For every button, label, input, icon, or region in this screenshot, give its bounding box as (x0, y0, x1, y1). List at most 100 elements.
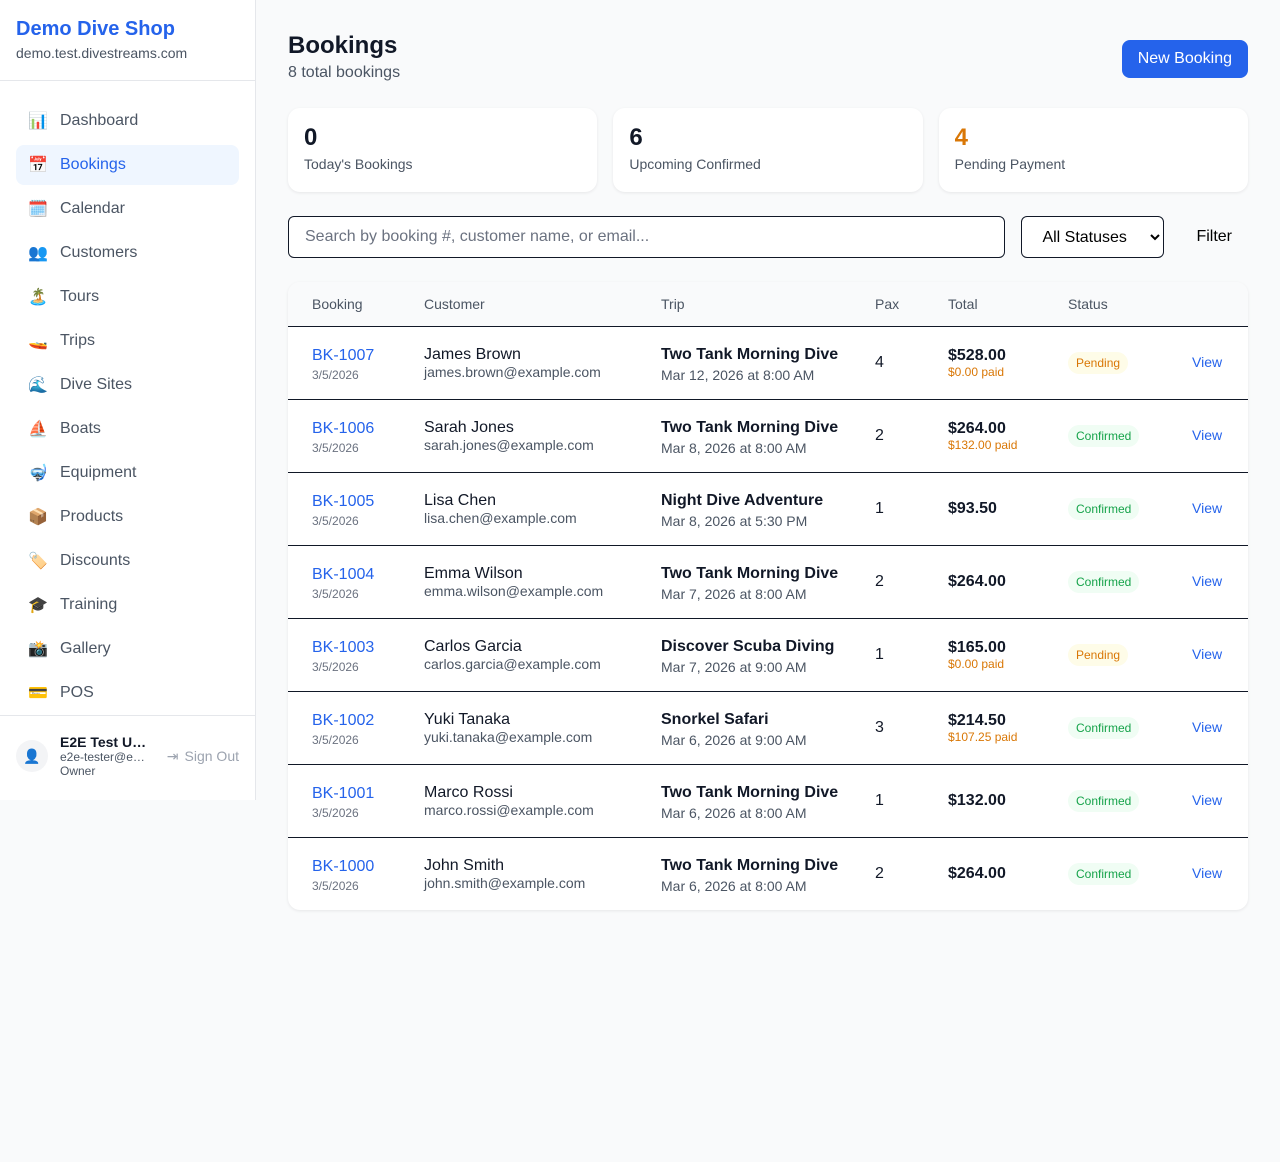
sidebar-item-tours[interactable]: 🏝️ Tours (16, 277, 239, 317)
view-link[interactable]: View (1192, 864, 1223, 881)
sidebar-item-bookings[interactable]: 📅 Bookings (16, 145, 239, 185)
sidebar-item-boats[interactable]: ⛵ Boats (16, 409, 239, 449)
booking-created: 3/5/2026 (312, 805, 359, 820)
stat-card: 0 Today's Bookings (288, 108, 598, 192)
sidebar-item-products[interactable]: 📦 Products (16, 497, 239, 537)
customer-email: yuki.tanaka@example.com (424, 728, 593, 745)
sign-out-button[interactable]: ⇥ Sign Out (167, 748, 239, 765)
sidebar-item-label: Discounts (60, 552, 131, 569)
sidebar-item-customers[interactable]: 👥 Customers (16, 233, 239, 273)
customer-email: sarah.jones@example.com (424, 436, 594, 453)
trip-date: Mar 8, 2026 at 5:30 PM (661, 512, 808, 529)
pax: 2 (851, 545, 924, 619)
booking-link[interactable]: BK-1000 (312, 857, 375, 875)
trip-name: Two Tank Morning Dive (661, 783, 839, 801)
shop-name[interactable]: Demo Dive Shop (16, 18, 175, 40)
search-input[interactable] (288, 216, 1006, 258)
training-icon: 🎓 (28, 597, 48, 614)
view-link[interactable]: View (1192, 718, 1223, 735)
sidebar-item-training[interactable]: 🎓 Training (16, 585, 239, 625)
status-select[interactable]: All Statuses (1021, 216, 1165, 258)
page-subtitle: 8 total bookings (288, 64, 401, 81)
stat-card: 4 Pending Payment (938, 108, 1248, 192)
pos-icon: 💳 (28, 685, 48, 702)
booking-link[interactable]: BK-1003 (312, 638, 375, 656)
booking-created: 3/5/2026 (312, 367, 359, 382)
pax: 1 (851, 618, 924, 692)
sidebar-item-equipment[interactable]: 🤿 Equipment (16, 453, 239, 493)
page-title: Bookings (288, 32, 398, 59)
trip-date: Mar 6, 2026 at 8:00 AM (661, 877, 807, 894)
sidebar-item-dive-sites[interactable]: 🌊 Dive Sites (16, 365, 239, 405)
booking-link[interactable]: BK-1001 (312, 784, 375, 802)
booking-link[interactable]: BK-1002 (312, 711, 375, 729)
status-badge: Confirmed (1068, 716, 1140, 739)
stat-label: Upcoming Confirmed (629, 156, 761, 172)
total: $264.00 (948, 864, 1006, 882)
status-badge: Confirmed (1068, 862, 1140, 885)
customer-email: marco.rossi@example.com (424, 801, 594, 818)
view-link[interactable]: View (1192, 572, 1223, 589)
sidebar-item-calendar[interactable]: 🗓️ Calendar (16, 189, 239, 229)
sidebar-item-label: Dive Sites (60, 376, 133, 393)
stat-value: 6 (629, 124, 643, 151)
trip-name: Two Tank Morning Dive (661, 418, 839, 436)
trip-date: Mar 6, 2026 at 9:00 AM (661, 731, 807, 748)
booking-created: 3/5/2026 (312, 732, 359, 747)
trip-date: Mar 8, 2026 at 8:00 AM (661, 439, 807, 456)
equipment-icon: 🤿 (28, 465, 48, 482)
filter-button[interactable]: Filter (1180, 228, 1248, 246)
column-header: Customer (400, 282, 637, 327)
stat-value: 0 (304, 124, 318, 151)
sidebar-item-trips[interactable]: 🚤 Trips (16, 321, 239, 361)
status-badge: Pending (1068, 351, 1129, 374)
booking-link[interactable]: BK-1005 (312, 492, 375, 510)
sidebar-item-gallery[interactable]: 📸 Gallery (16, 629, 239, 669)
sign-out-label: Sign Out (184, 747, 239, 764)
gallery-icon: 📸 (28, 641, 48, 658)
total: $264.00 (948, 572, 1006, 590)
view-link[interactable]: View (1192, 426, 1223, 443)
trip-name: Night Dive Adventure (661, 491, 824, 509)
trip-date: Mar 7, 2026 at 8:00 AM (661, 585, 807, 602)
table-row: BK-1001 3/5/2026 Marco Rossi marco.rossi@e… (288, 764, 1248, 838)
user-name: E2E Test User (60, 734, 150, 750)
customers-icon: 👥 (28, 245, 48, 262)
sidebar-item-label: Boats (60, 420, 101, 437)
pax: 3 (851, 691, 924, 765)
sidebar-item-label: Customers (60, 244, 138, 261)
status-badge: Confirmed (1068, 789, 1140, 812)
status-badge: Confirmed (1068, 497, 1140, 520)
view-link[interactable]: View (1192, 353, 1223, 370)
sidebar-item-dashboard[interactable]: 📊 Dashboard (16, 101, 239, 141)
booking-link[interactable]: BK-1004 (312, 565, 375, 583)
customer-name: James Brown (424, 345, 521, 363)
paid-amount: $0.00 paid (948, 656, 1005, 671)
sidebar-item-label: POS (60, 684, 94, 701)
pax: 1 (851, 764, 924, 838)
sidebar: Demo Dive Shop demo.test.divestreams.com… (0, 0, 256, 800)
customer-email: carlos.garcia@example.com (424, 655, 601, 672)
sidebar-item-label: Equipment (60, 464, 137, 481)
view-link[interactable]: View (1192, 499, 1223, 516)
booking-link[interactable]: BK-1007 (312, 346, 375, 364)
booking-link[interactable]: BK-1006 (312, 419, 375, 437)
customer-name: Sarah Jones (424, 418, 514, 436)
view-link[interactable]: View (1192, 791, 1223, 808)
discounts-icon: 🏷️ (28, 553, 48, 570)
sidebar-item-label: Gallery (60, 640, 111, 657)
column-header: Booking (288, 282, 400, 327)
total: $214.50 (948, 711, 1006, 729)
table-row: BK-1000 3/5/2026 John Smith john.smith@exa… (288, 837, 1248, 910)
view-link[interactable]: View (1192, 645, 1223, 662)
column-header: Total (924, 282, 1044, 327)
paid-amount: $107.25 paid (948, 729, 1018, 744)
sidebar-item-pos[interactable]: 💳 POS (16, 673, 239, 713)
sidebar-item-discounts[interactable]: 🏷️ Discounts (16, 541, 239, 581)
stat-value: 4 (954, 124, 969, 151)
trips-icon: 🚤 (28, 333, 48, 350)
stat-label: Pending Payment (954, 156, 1066, 172)
booking-created: 3/5/2026 (312, 659, 359, 674)
sidebar-item-label: Products (60, 508, 124, 525)
new-booking-button[interactable]: New Booking (1121, 40, 1248, 78)
